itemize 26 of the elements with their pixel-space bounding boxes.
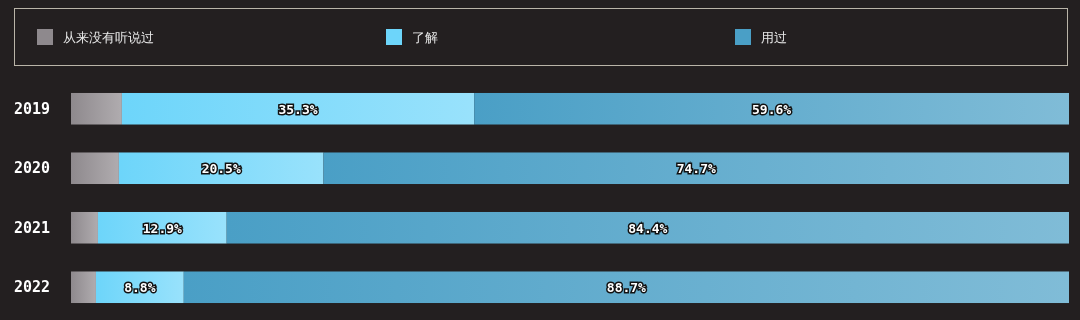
bar — [71, 211, 98, 244]
data-label: 84.4% — [628, 220, 668, 236]
bar — [474, 92, 1069, 125]
data-label: 20.5% — [201, 161, 241, 177]
data-label: 12.9% — [142, 220, 183, 236]
bar — [121, 92, 475, 125]
bar — [118, 152, 324, 185]
bar — [97, 211, 227, 244]
bar — [183, 271, 1069, 304]
bar — [323, 152, 1069, 185]
bar — [71, 152, 119, 185]
y-tick-label: 2020 — [14, 159, 51, 178]
bar — [226, 211, 1069, 244]
bar — [71, 92, 122, 125]
legend-label: 了解 — [412, 30, 438, 45]
data-label: 8.8% — [124, 280, 156, 296]
data-label: 74.7% — [676, 161, 716, 177]
legend-label: 用过 — [761, 30, 787, 45]
bar — [71, 271, 96, 304]
data-label: 88.7% — [606, 280, 647, 296]
y-tick-label: 2022 — [14, 278, 51, 297]
y-tick-label: 2019 — [14, 99, 51, 118]
data-label: 35.3% — [278, 101, 318, 117]
legend-label: 从来没有听说过 — [63, 30, 154, 45]
data-label: 59.6% — [752, 101, 792, 117]
y-tick-label: 2021 — [14, 218, 51, 237]
